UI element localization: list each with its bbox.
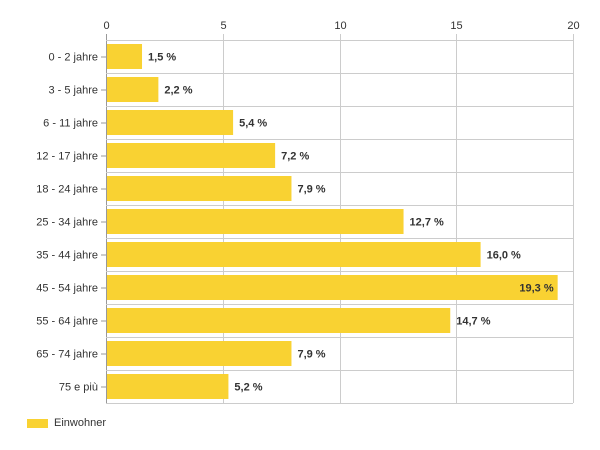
bar: [107, 242, 481, 267]
bar: [107, 275, 558, 300]
bar: [107, 110, 234, 135]
bar: [107, 209, 404, 234]
category-label: 12 - 17 jahre: [36, 151, 98, 163]
data-label: 5,4 %: [239, 118, 267, 130]
data-label: 19,3 %: [519, 283, 553, 295]
bar: [107, 77, 159, 102]
category-label: 25 - 34 jahre: [36, 217, 98, 229]
category-label: 18 - 24 jahre: [36, 184, 98, 196]
bar: [107, 44, 143, 69]
data-label: 7,2 %: [281, 151, 309, 163]
data-label: 7,9 %: [297, 349, 325, 361]
bar: [107, 374, 229, 399]
data-label: 14,7 %: [456, 316, 490, 328]
category-label: 6 - 11 jahre: [43, 118, 98, 130]
legend-label: Einwohner: [54, 417, 106, 429]
bar: [107, 341, 292, 366]
bar: [107, 176, 292, 201]
category-label: 0 - 2 jahre: [48, 52, 98, 64]
legend-swatch: [27, 418, 48, 428]
data-label: 12,7 %: [410, 217, 444, 229]
data-label: 7,9 %: [297, 184, 325, 196]
data-label: 16,0 %: [487, 250, 521, 262]
data-label: 1,5 %: [148, 52, 176, 64]
x-tick-label: 5: [220, 20, 226, 32]
bar-chart: 0 5 10 15 20 0 - 2 jahre 1,5 % 3 - 5 jahre 2,2 %…: [36, 20, 580, 404]
data-label: 5,2 %: [234, 382, 262, 394]
category-label: 3 - 5 jahre: [48, 85, 98, 97]
category-label: 55 - 64 jahre: [36, 316, 98, 328]
x-tick-label: 20: [567, 20, 579, 32]
category-label: 35 - 44 jahre: [36, 250, 98, 262]
bar: [107, 308, 451, 333]
category-label: 45 - 54 jahre: [36, 283, 98, 295]
x-tick-label: 15: [450, 20, 462, 32]
category-label: 75 e più: [59, 382, 98, 394]
bar: [107, 143, 276, 168]
data-label: 2,2 %: [164, 85, 192, 97]
x-tick-label: 10: [334, 20, 346, 32]
x-tick-label: 0: [103, 20, 109, 32]
category-label: 65 - 74 jahre: [36, 349, 98, 361]
legend: Einwohner: [27, 417, 106, 429]
